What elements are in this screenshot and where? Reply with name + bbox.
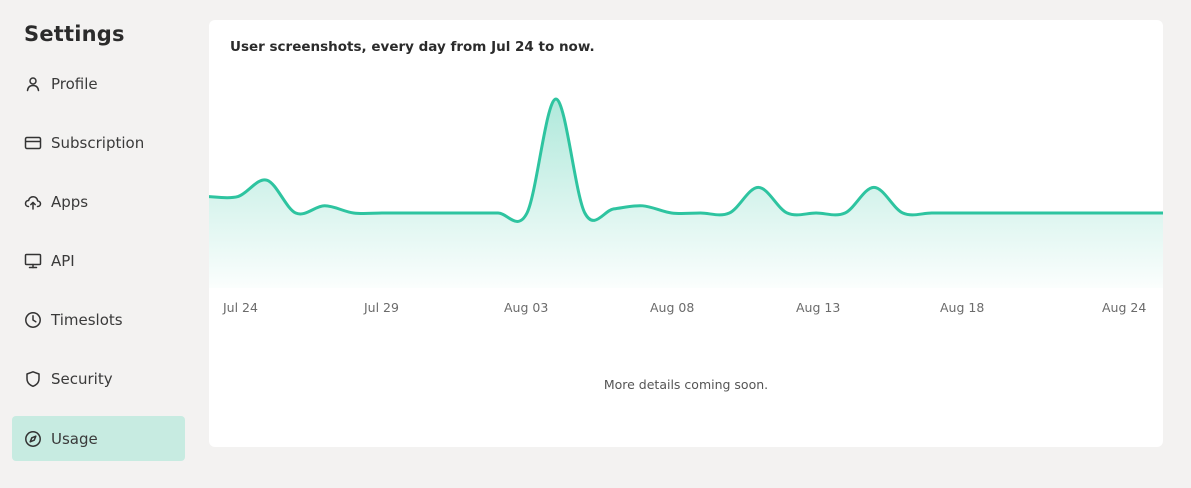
sidebar-item-apps[interactable]: Apps: [12, 179, 185, 224]
sidebar-title: Settings: [24, 22, 125, 46]
sidebar: Settings Profile Subscription: [0, 0, 196, 488]
card-icon: [24, 134, 42, 152]
compass-icon: [24, 430, 42, 448]
x-tick-label: Aug 08: [650, 300, 695, 315]
monitor-icon: [24, 252, 42, 270]
sidebar-item-label: Security: [51, 369, 113, 388]
cloud-upload-icon: [24, 193, 42, 211]
x-tick-label: Aug 18: [940, 300, 985, 315]
clock-icon: [24, 311, 42, 329]
footer-note: More details coming soon.: [603, 377, 769, 392]
user-icon: [24, 75, 42, 93]
x-tick-label: Aug 13: [796, 300, 841, 315]
usage-chart: [209, 97, 1163, 288]
sidebar-item-label: Apps: [51, 192, 89, 211]
sidebar-item-usage[interactable]: Usage: [12, 416, 185, 461]
x-tick-label: Aug 03: [504, 300, 549, 315]
usage-card: User screenshots, every day from Jul 24 …: [209, 20, 1163, 447]
chart-series-line: [209, 97, 1163, 223]
x-tick-label: Aug 24: [1102, 300, 1147, 315]
sidebar-item-label: Profile: [51, 74, 98, 93]
sidebar-item-label: Usage: [51, 429, 98, 448]
sidebar-item-subscription[interactable]: Subscription: [12, 120, 185, 165]
sidebar-item-api[interactable]: API: [12, 238, 185, 283]
sidebar-item-label: API: [51, 251, 75, 270]
sidebar-item-security[interactable]: Security: [12, 356, 185, 401]
shield-icon: [24, 370, 42, 388]
chart-title: User screenshots, every day from Jul 24 …: [230, 39, 595, 55]
sidebar-item-label: Subscription: [51, 133, 145, 152]
sidebar-item-label: Timeslots: [51, 310, 123, 329]
x-tick-label: Jul 24: [223, 300, 258, 315]
sidebar-item-timeslots[interactable]: Timeslots: [12, 297, 185, 342]
chart-area-fill: [209, 99, 1163, 288]
x-tick-label: Jul 29: [364, 300, 399, 315]
sidebar-item-profile[interactable]: Profile: [12, 61, 185, 106]
